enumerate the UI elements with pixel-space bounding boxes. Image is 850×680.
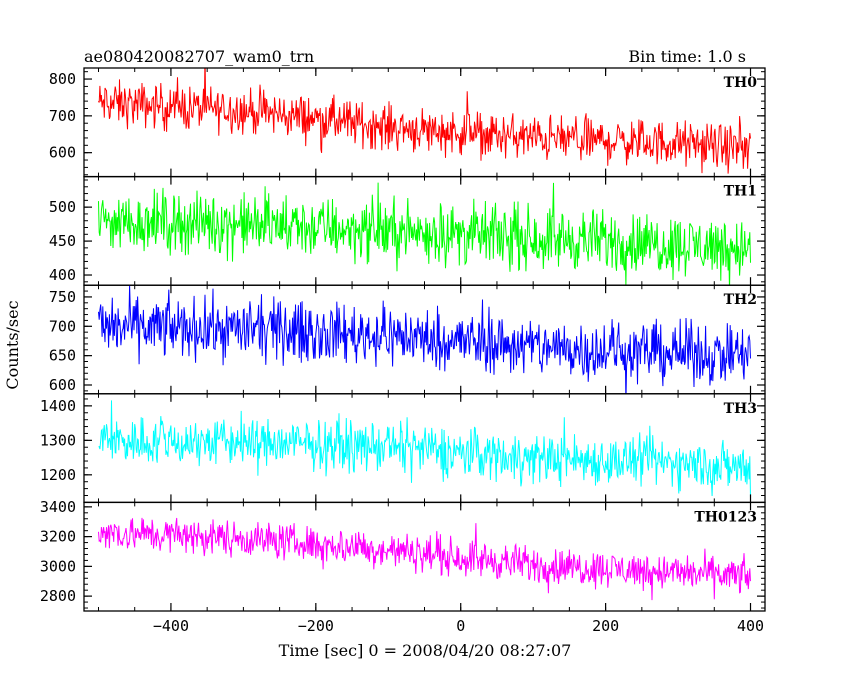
y-tick-label: 650 bbox=[49, 347, 76, 365]
panel-label-th0123: TH0123 bbox=[694, 509, 757, 525]
y-tick-label: 800 bbox=[49, 70, 76, 88]
panel-label-th2: TH2 bbox=[724, 292, 757, 308]
y-tick-label: 3000 bbox=[40, 557, 76, 575]
bin-time-label: Bin time: 1.0 s bbox=[628, 47, 746, 66]
x-tick-label: 400 bbox=[737, 617, 764, 635]
panel-th1: 400 450 500 TH1 bbox=[49, 175, 766, 286]
x-tick-label: 200 bbox=[592, 617, 619, 635]
y-tick-label: 600 bbox=[49, 376, 76, 394]
y-tick-label: 3400 bbox=[40, 498, 76, 516]
panel-label-th3: TH3 bbox=[724, 401, 757, 417]
y-tick-label: 2800 bbox=[40, 587, 76, 605]
series-line-th3 bbox=[98, 400, 751, 498]
chart-title: ae080420082707_wam0_trn bbox=[84, 47, 314, 66]
y-tick-label: 1400 bbox=[40, 397, 76, 415]
y-tick-label: 400 bbox=[49, 266, 76, 284]
y-tick-label: 700 bbox=[49, 317, 76, 335]
panel-th3: 1200 1300 1400 TH3 bbox=[40, 393, 766, 504]
panel-label-th0: TH0 bbox=[724, 75, 758, 91]
series-line-th2 bbox=[98, 285, 751, 394]
panel-th0: 600 700 800 TH0 bbox=[49, 67, 766, 178]
panel-label-th1: TH1 bbox=[724, 184, 757, 200]
panels-group: 600 700 800 TH0 400 450 500 TH1 600 650 700 750 TH2 1… bbox=[40, 67, 766, 612]
x-tick-label: −200 bbox=[298, 617, 334, 635]
panel-th0123: 2800 3000 3200 3400 TH0123 bbox=[40, 498, 766, 612]
y-tick-label: 600 bbox=[49, 144, 76, 162]
x-tick-label: 0 bbox=[456, 617, 465, 635]
panel-th2: 600 650 700 750 TH2 bbox=[49, 284, 766, 395]
series-line-th1 bbox=[98, 182, 751, 286]
y-axis-label: Counts/sec bbox=[3, 300, 22, 389]
y-tick-label: 450 bbox=[49, 232, 76, 250]
x-axis-label: Time [sec] 0 = 2008/04/20 08:27:07 bbox=[279, 641, 572, 660]
y-tick-label: 700 bbox=[49, 107, 76, 125]
x-axis: −400 −200 0 200 400 bbox=[153, 617, 764, 635]
series-line-th0123 bbox=[98, 517, 751, 601]
x-tick-label: −400 bbox=[153, 617, 189, 635]
y-tick-label: 1200 bbox=[40, 466, 76, 484]
y-tick-label: 500 bbox=[49, 198, 76, 216]
y-tick-label: 3200 bbox=[40, 528, 76, 546]
panel-frame bbox=[83, 393, 766, 504]
y-tick-label: 750 bbox=[49, 288, 76, 306]
series-line-th0 bbox=[98, 68, 751, 174]
y-tick-label: 1300 bbox=[40, 431, 76, 449]
